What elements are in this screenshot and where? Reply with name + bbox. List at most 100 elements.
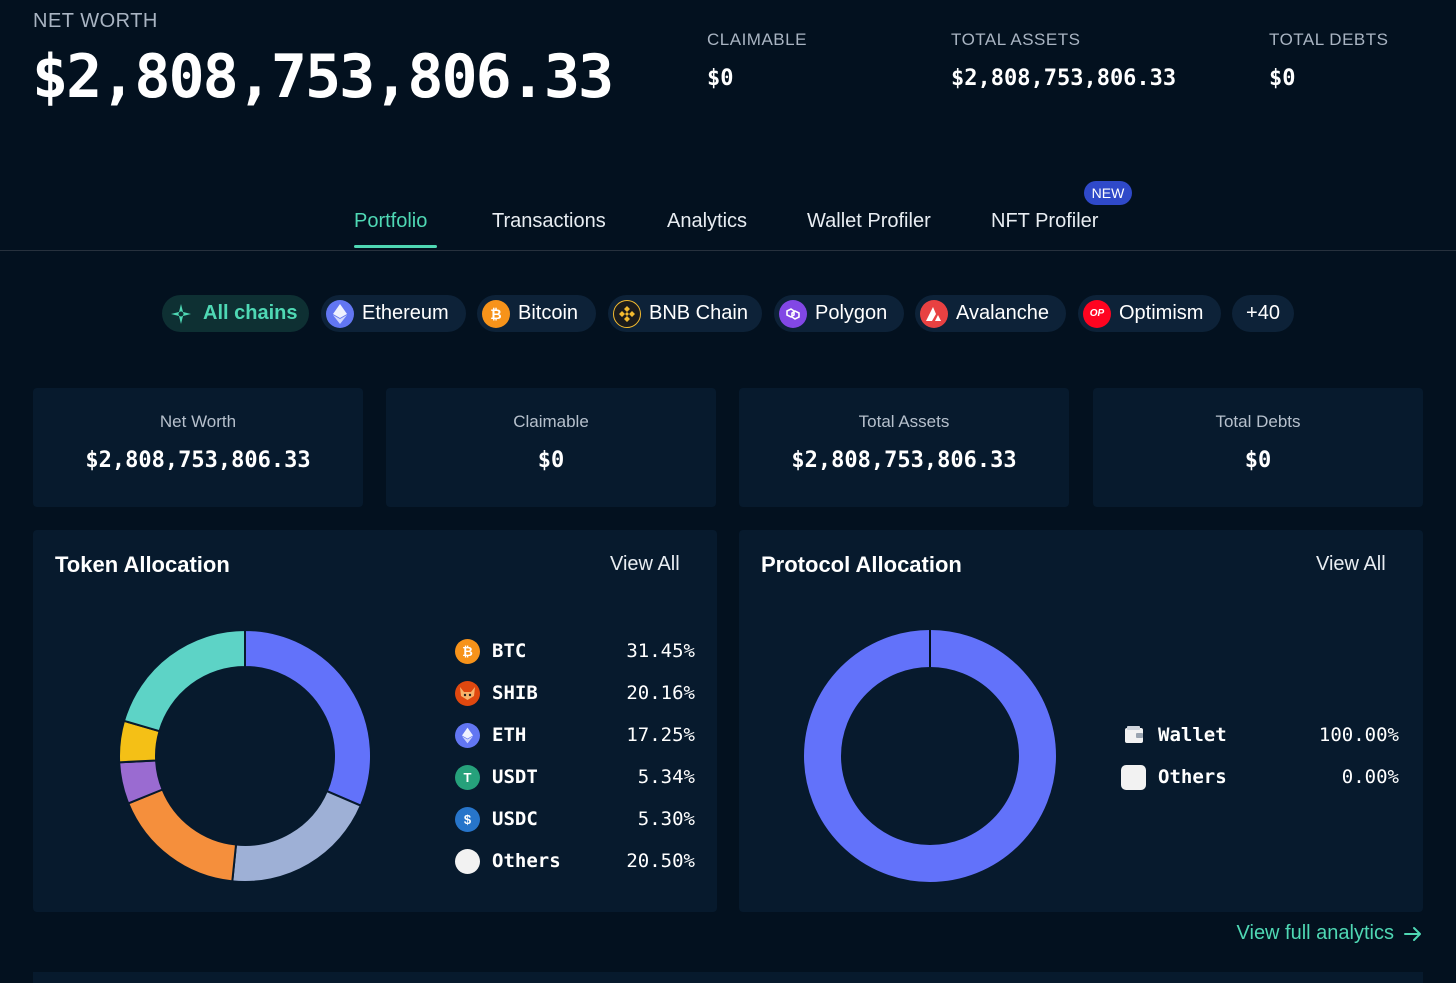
total-debts-stat: TOTAL DEBTS $0 xyxy=(1269,30,1389,91)
token-allocation-donut xyxy=(118,628,372,883)
tab-transactions[interactable]: Transactions xyxy=(492,210,606,232)
token-percent: 20.50% xyxy=(626,850,695,872)
bnb-icon xyxy=(613,299,641,328)
total-assets-value: $2,808,753,806.33 xyxy=(951,66,1177,91)
chain-label: Optimism xyxy=(1119,302,1204,324)
view-full-analytics-link[interactable]: View full analytics xyxy=(1237,922,1422,945)
summary-label: Claimable xyxy=(513,412,589,431)
tether-icon: T xyxy=(455,764,480,790)
protocol-allocation-title: Protocol Allocation xyxy=(761,552,962,577)
protocol-legend-others[interactable]: Others 0.00% xyxy=(1121,764,1399,790)
summary-card-total-assets: Total Assets $2,808,753,806.33 xyxy=(739,388,1069,507)
donut-slice-others xyxy=(122,628,246,733)
token-legend-usdc[interactable]: $ USDC 5.30% xyxy=(455,806,695,832)
ethereum-icon xyxy=(455,722,480,748)
polygon-icon xyxy=(779,299,807,328)
summary-value: $0 xyxy=(537,448,565,473)
protocol-allocation-donut xyxy=(804,630,1056,882)
token-symbol: BTC xyxy=(492,640,527,662)
token-percent: 20.16% xyxy=(626,682,695,704)
avalanche-icon xyxy=(920,299,948,328)
total-debts-value: $0 xyxy=(1269,66,1296,91)
protocol-legend-wallet[interactable]: Wallet 100.00% xyxy=(1121,722,1399,748)
token-symbol: Others xyxy=(492,850,561,872)
token-symbol: SHIB xyxy=(492,682,538,704)
token-symbol: USDT xyxy=(492,766,538,788)
token-allocation-panel: Token Allocation View All ₿ BTC 31.45% S… xyxy=(33,530,717,912)
chain-label: Polygon xyxy=(815,302,888,324)
protocol-name: Others xyxy=(1158,766,1227,788)
active-tab-indicator xyxy=(354,245,437,248)
view-full-analytics-label: View full analytics xyxy=(1236,922,1394,944)
token-legend-usdt[interactable]: T USDT 5.34% xyxy=(455,764,695,790)
summary-value: $0 xyxy=(1244,448,1272,473)
protocol-percent: 0.00% xyxy=(1341,766,1399,788)
token-symbol: ETH xyxy=(492,724,527,746)
summary-card-total-debts: Total Debts $0 xyxy=(1093,388,1423,507)
summary-card-claimable: Claimable $0 xyxy=(386,388,716,507)
donut-slice-shib xyxy=(231,789,363,883)
chain-pill-bitcoin[interactable]: ₿ Bitcoin xyxy=(477,295,596,332)
token-legend-shib[interactable]: SHIB 20.16% xyxy=(455,680,695,706)
others-icon xyxy=(455,848,480,874)
protocol-percent: 100.00% xyxy=(1318,724,1399,746)
chain-pill-more[interactable]: +40 xyxy=(1232,295,1294,332)
token-percent: 5.30% xyxy=(637,808,695,830)
all-chains-icon xyxy=(167,300,195,328)
chain-label: Ethereum xyxy=(362,302,449,324)
token-legend-btc[interactable]: ₿ BTC 31.45% xyxy=(455,638,695,664)
tab-portfolio[interactable]: Portfolio xyxy=(354,210,428,232)
tab-bar: Portfolio Transactions Analytics Wallet … xyxy=(0,180,1456,251)
arrow-right-icon xyxy=(1404,926,1422,942)
new-badge: NEW xyxy=(1084,181,1132,205)
tab-analytics[interactable]: Analytics xyxy=(667,210,748,232)
ethereum-icon xyxy=(326,299,354,328)
summary-value: $2,808,753,806.33 xyxy=(85,448,311,473)
token-percent: 5.34% xyxy=(637,766,695,788)
token-legend-others[interactable]: Others 20.50% xyxy=(455,848,695,874)
next-section-edge xyxy=(33,972,1423,983)
summary-label: Total Assets xyxy=(858,412,950,431)
chain-pill-avalanche[interactable]: Avalanche xyxy=(915,295,1066,332)
donut-slice-eth xyxy=(126,788,238,883)
net-worth-value: $2,808,753,806.33 xyxy=(32,42,614,112)
chain-label: Bitcoin xyxy=(518,302,579,324)
claimable-label: CLAIMABLE xyxy=(707,30,807,49)
token-percent: 31.45% xyxy=(626,640,695,662)
token-symbol: USDC xyxy=(492,808,538,830)
usdc-icon: $ xyxy=(455,806,480,832)
chain-pill-optimism[interactable]: OP Optimism xyxy=(1078,295,1221,332)
chain-label: All chains xyxy=(203,302,298,324)
total-assets-label: TOTAL ASSETS xyxy=(951,30,1081,49)
more-chains-label: +40 xyxy=(1246,302,1280,324)
token-legend-eth[interactable]: ETH 17.25% xyxy=(455,722,695,748)
summary-value: $2,808,753,806.33 xyxy=(791,448,1017,473)
token-view-all-link[interactable]: View All xyxy=(610,553,680,575)
tab-wallet-profiler[interactable]: Wallet Profiler xyxy=(807,210,931,232)
chain-label: BNB Chain xyxy=(649,302,748,324)
chain-pill-polygon[interactable]: Polygon xyxy=(774,295,904,332)
donut-slice-wallet xyxy=(804,630,1056,882)
shib-icon xyxy=(455,680,480,706)
chain-pill-bnb[interactable]: BNB Chain xyxy=(608,295,762,332)
tab-nft-profiler[interactable]: NFT Profiler xyxy=(991,210,1099,232)
wallet-icon xyxy=(1121,723,1146,748)
chain-pill-all[interactable]: All chains xyxy=(162,295,309,332)
total-assets-stat: TOTAL ASSETS $2,808,753,806.33 xyxy=(951,30,1176,91)
protocol-view-all-link[interactable]: View All xyxy=(1316,553,1386,575)
summary-label: Total Debts xyxy=(1215,412,1301,431)
bitcoin-icon: ₿ xyxy=(482,299,510,328)
claimable-value: $0 xyxy=(707,66,734,91)
protocol-name: Wallet xyxy=(1158,724,1227,746)
total-debts-label: TOTAL DEBTS xyxy=(1269,30,1389,49)
token-allocation-title: Token Allocation xyxy=(55,552,230,577)
token-percent: 17.25% xyxy=(626,724,695,746)
chain-pill-ethereum[interactable]: Ethereum xyxy=(321,295,466,332)
donut-slice-btc xyxy=(244,628,372,807)
chain-filter: All chains Ethereum ₿ Bitcoin BNB Chain … xyxy=(0,295,1456,333)
claimable-stat: CLAIMABLE $0 xyxy=(707,30,807,91)
bitcoin-icon: ₿ xyxy=(455,638,480,664)
optimism-icon: OP xyxy=(1083,299,1111,328)
net-worth-label: NET WORTH xyxy=(33,10,158,32)
chain-label: Avalanche xyxy=(956,302,1050,324)
